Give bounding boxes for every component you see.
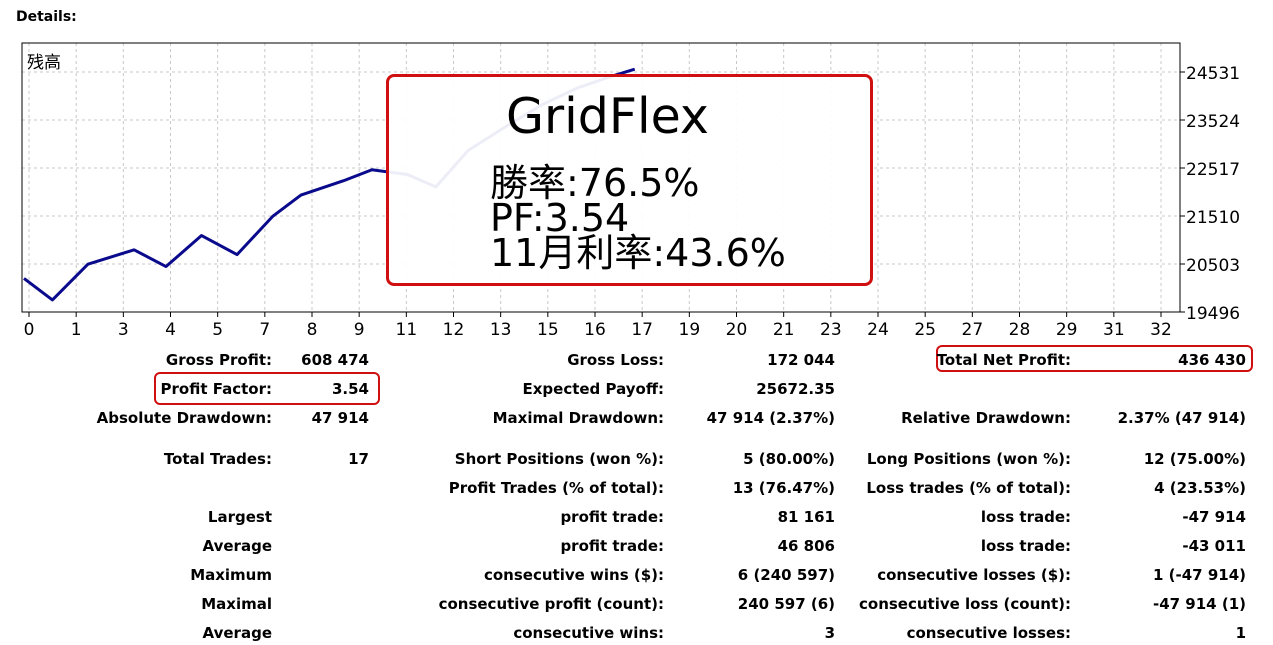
average-profit-value: 46 806 xyxy=(777,537,835,555)
x-tick-label: 21 xyxy=(773,320,795,340)
total-net-profit-label: Total Net Profit: xyxy=(936,351,1071,369)
profit-factor-value: 3.54 xyxy=(331,380,369,398)
short-positions-value: 5 (80.00%) xyxy=(743,450,835,468)
y-tick-label: 23524 xyxy=(1186,112,1240,132)
chart-title: 残高 xyxy=(27,53,61,73)
largest-loss-value: -47 914 xyxy=(1182,508,1246,526)
avg-consec-losses-value: 1 xyxy=(1235,624,1246,642)
largest-label: Largest xyxy=(207,508,272,526)
x-tick-label: 7 xyxy=(259,320,270,340)
gross-profit-label: Gross Profit: xyxy=(165,351,272,369)
x-tick-label: 15 xyxy=(537,320,559,340)
loss-trades-label: Loss trades (% of total): xyxy=(866,479,1071,497)
long-positions-value: 12 (75.00%) xyxy=(1143,450,1246,468)
x-tick-label: 27 xyxy=(962,320,984,340)
maximum-label: Maximum xyxy=(190,566,272,584)
x-tick-label: 0 xyxy=(24,320,35,340)
x-tick-label: 32 xyxy=(1150,320,1172,340)
y-tick-label: 19496 xyxy=(1186,304,1240,324)
total-trades-value: 17 xyxy=(348,450,369,468)
profit-factor-highlight xyxy=(154,372,380,405)
x-tick-label: 23 xyxy=(820,320,842,340)
x-tick-label: 24 xyxy=(867,320,889,340)
average2-label: Average xyxy=(202,624,272,642)
relative-drawdown-label: Relative Drawdown: xyxy=(901,409,1071,427)
largest-loss-label: loss trade: xyxy=(980,508,1071,526)
expected-payoff-label: Expected Payoff: xyxy=(522,380,664,398)
profit-factor-label: Profit Factor: xyxy=(160,380,272,398)
max-consec-wins-label: consecutive wins ($): xyxy=(483,566,664,584)
details-label: Details: xyxy=(16,9,77,25)
x-tick-label: 28 xyxy=(1009,320,1031,340)
absolute-drawdown-value: 47 914 xyxy=(311,409,369,427)
x-tick-label: 3 xyxy=(118,320,129,340)
maximal-drawdown-value: 47 914 (2.37%) xyxy=(706,409,835,427)
maximal-label: Maximal xyxy=(201,595,272,613)
total-net-profit-highlight xyxy=(936,345,1253,372)
gross-profit-value: 608 474 xyxy=(301,351,369,369)
overlay-pf: PF:3.54 xyxy=(490,196,630,240)
absolute-drawdown-label: Absolute Drawdown: xyxy=(96,409,272,427)
maximal-consec-profit-value: 240 597 (6) xyxy=(737,595,835,613)
relative-drawdown-value: 2.37% (47 914) xyxy=(1117,409,1246,427)
gross-loss-label: Gross Loss: xyxy=(567,351,664,369)
avg-consec-losses-label: consecutive losses: xyxy=(906,624,1071,642)
x-tick-label: 4 xyxy=(165,320,176,340)
x-tick-label: 5 xyxy=(212,320,223,340)
x-tick-label: 17 xyxy=(631,320,653,340)
y-tick-label: 20503 xyxy=(1186,256,1240,276)
maximal-drawdown-label: Maximal Drawdown: xyxy=(492,409,664,427)
x-tick-label: 13 xyxy=(490,320,512,340)
overlay-win-rate: 勝率:76.5% xyxy=(490,161,700,205)
x-tick-label: 31 xyxy=(1103,320,1125,340)
total-net-profit-value: 436 430 xyxy=(1178,351,1246,369)
largest-profit-value: 81 161 xyxy=(777,508,835,526)
largest-profit-label: profit trade: xyxy=(560,508,664,526)
maximal-consec-loss-value: -47 914 (1) xyxy=(1152,595,1246,613)
gross-loss-value: 172 044 xyxy=(767,351,835,369)
avg-consec-wins-label: consecutive wins: xyxy=(513,624,664,642)
maximal-consec-loss-label: consecutive loss (count): xyxy=(859,595,1071,613)
average-loss-value: -43 011 xyxy=(1182,537,1246,555)
average-label: Average xyxy=(202,537,272,555)
x-tick-label: 19 xyxy=(679,320,701,340)
x-tick-label: 29 xyxy=(1056,320,1078,340)
x-tick-label: 16 xyxy=(584,320,606,340)
x-tick-label: 25 xyxy=(914,320,936,340)
expected-payoff-value: 25672.35 xyxy=(756,380,835,398)
long-positions-label: Long Positions (won %): xyxy=(866,450,1071,468)
x-tick-label: 12 xyxy=(443,320,465,340)
overlay-title: GridFlex xyxy=(506,88,709,145)
maximal-consec-profit-label: consecutive profit (count): xyxy=(438,595,664,613)
avg-consec-wins-value: 3 xyxy=(824,624,835,642)
x-tick-label: 9 xyxy=(354,320,365,340)
x-tick-label: 8 xyxy=(307,320,318,340)
y-tick-label: 21510 xyxy=(1186,208,1240,228)
max-consec-losses-label: consecutive losses ($): xyxy=(877,566,1071,584)
x-tick-label: 11 xyxy=(396,320,418,340)
max-consec-losses-value: 1 (-47 914) xyxy=(1152,566,1246,584)
max-consec-wins-value: 6 (240 597) xyxy=(737,566,835,584)
plot-frame xyxy=(21,42,1181,313)
profit-trades-value: 13 (76.47%) xyxy=(732,479,835,497)
loss-trades-value: 4 (23.53%) xyxy=(1154,479,1246,497)
profit-trades-label: Profit Trades (% of total): xyxy=(448,479,664,497)
gridflex-summary-box: GridFlex 勝率:76.5% PF:3.54 11月利率:43.6% xyxy=(386,74,873,286)
average-profit-label: profit trade: xyxy=(560,537,664,555)
total-trades-label: Total Trades: xyxy=(163,450,272,468)
y-tick-label: 24531 xyxy=(1186,64,1240,84)
average-loss-label: loss trade: xyxy=(980,537,1071,555)
overlay-monthly-rate: 11月利率:43.6% xyxy=(490,231,786,275)
x-tick-label: 20 xyxy=(726,320,748,340)
x-tick-label: 1 xyxy=(71,320,82,340)
y-tick-label: 22517 xyxy=(1186,160,1240,180)
short-positions-label: Short Positions (won %): xyxy=(454,450,664,468)
